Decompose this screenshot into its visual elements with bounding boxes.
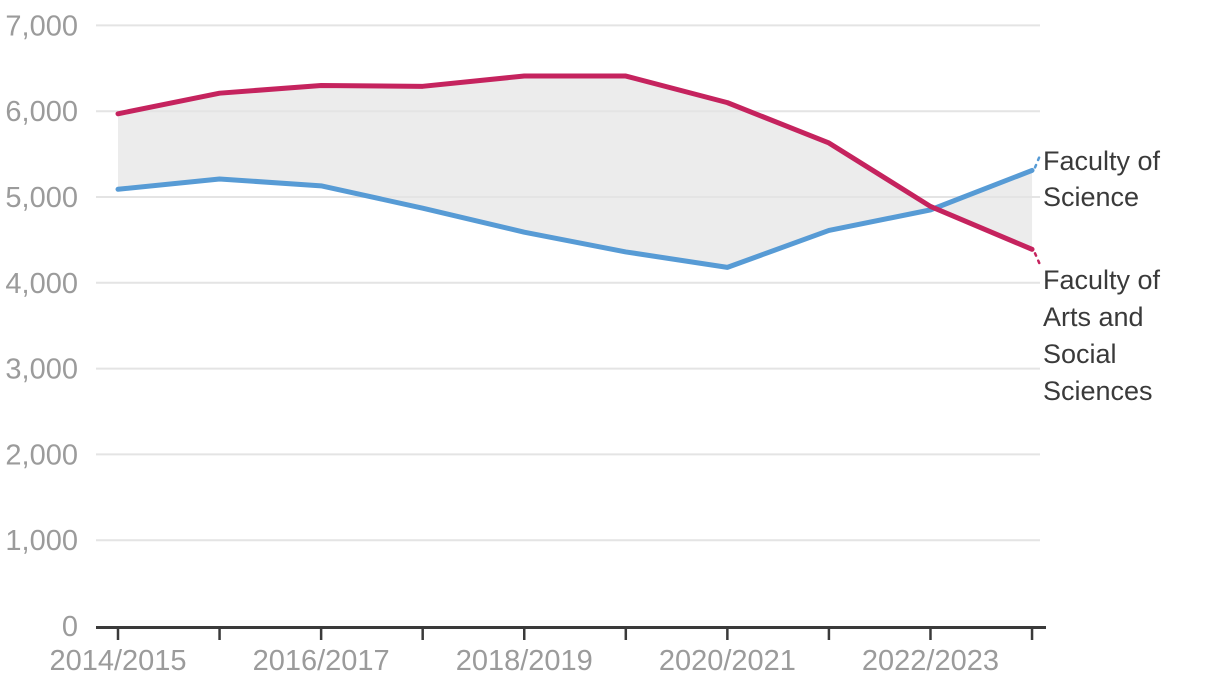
x-tick-label: 2018/2019	[456, 645, 593, 677]
science-leader-line	[1033, 151, 1043, 169]
series-label-arts: Faculty of Arts and Social Sciences	[1043, 265, 1161, 406]
between-series-band	[118, 76, 1033, 268]
y-tick-label: 7,000	[5, 10, 78, 42]
y-tick-label: 3,000	[5, 354, 78, 386]
x-tick-label: 2020/2021	[659, 645, 796, 677]
x-tick-label: 2014/2015	[49, 645, 186, 677]
y-tick-label: 4,000	[5, 268, 78, 300]
y-tick-label: 6,000	[5, 96, 78, 128]
series-label-science: Faculty of Science	[1043, 146, 1161, 212]
x-tick-label: 2016/2017	[253, 645, 390, 677]
x-tick-label: 2022/2023	[862, 645, 999, 677]
science-line	[115, 167, 1035, 270]
arts-line	[115, 73, 1035, 252]
y-tick-label: 0	[62, 611, 78, 643]
y-tick-label: 1,000	[5, 525, 78, 557]
arts-leader-line	[1033, 252, 1043, 269]
y-tick-label: 2,000	[5, 439, 78, 471]
y-tick-label: 5,000	[5, 182, 78, 214]
